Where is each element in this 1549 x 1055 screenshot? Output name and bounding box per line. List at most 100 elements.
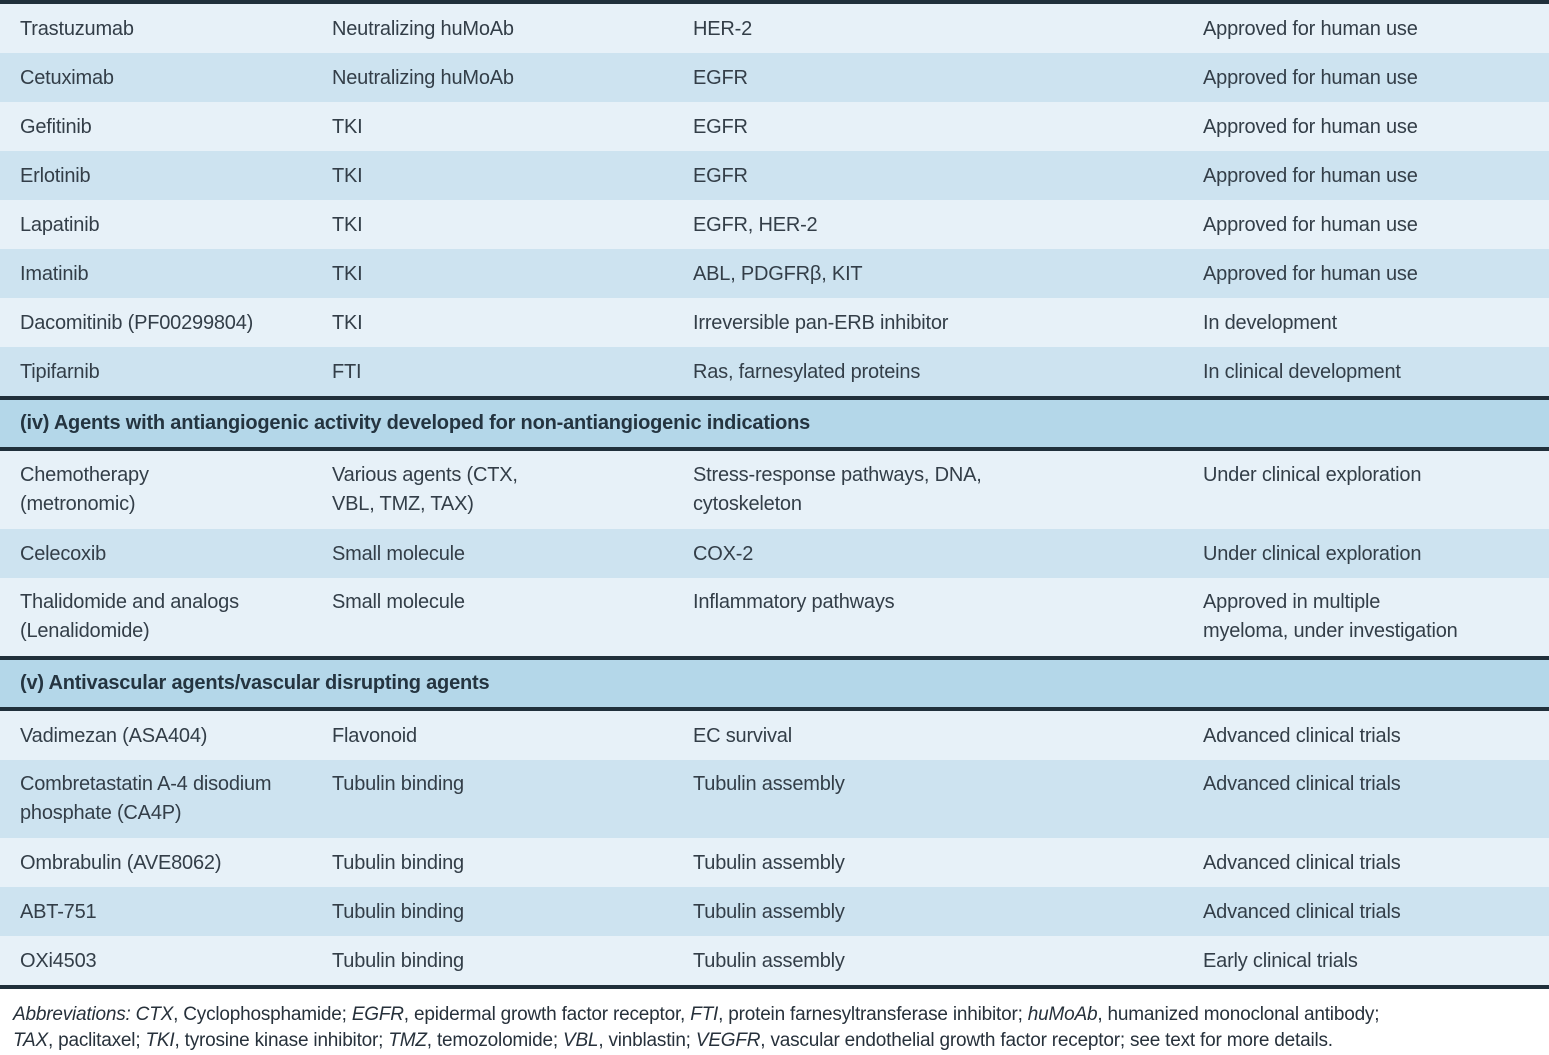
cell-status: Approved for human use	[1203, 17, 1418, 40]
table-row: Trastuzumab Neutralizing huMoAb HER-2 Ap…	[0, 4, 1549, 53]
table-row: Ombrabulin (AVE8062) Tubulin binding Tub…	[0, 838, 1549, 887]
cell-status: Approved for human use	[1203, 262, 1418, 285]
table-row: Lapatinib TKI EGFR, HER-2 Approved for h…	[0, 200, 1549, 249]
cell-type: Tubulin binding	[332, 851, 464, 874]
table-row: Thalidomide and analogs (Lenalidomide) S…	[0, 578, 1549, 656]
table-row: ABT-751 Tubulin binding Tubulin assembly…	[0, 887, 1549, 936]
abbr-definition: , protein farnesyltransferase inhibitor;	[718, 1004, 1028, 1025]
table-row: Gefitinib TKI EGFR Approved for human us…	[0, 102, 1549, 151]
cell-agent: Trastuzumab	[20, 17, 134, 40]
cell-status: Approved for human use	[1203, 66, 1418, 89]
cell-target: EC survival	[693, 724, 792, 747]
table-row: Chemotherapy (metronomic) Various agents…	[0, 451, 1549, 529]
cell-agent: OXi4503	[20, 949, 97, 972]
cell-type: Neutralizing huMoAb	[332, 66, 514, 89]
cell-target: Tubulin assembly	[693, 773, 845, 795]
table-row: Combretastatin A-4 disodium phosphate (C…	[0, 760, 1549, 838]
cell-target: Tubulin assembly	[693, 851, 845, 874]
abbr-term: VEGFR	[695, 1030, 761, 1051]
abbr-definition: , vinblastin;	[598, 1030, 696, 1051]
table-bottom-border	[0, 985, 1549, 989]
cell-target: HER-2	[693, 17, 753, 40]
cell-status: Advanced clinical trials	[1203, 900, 1401, 923]
footnote-line-1: Abbreviations: CTX, Cyclophosphamide; EG…	[13, 1002, 1539, 1028]
cell-type: TKI	[332, 164, 363, 187]
cell-type: TKI	[332, 262, 363, 285]
cell-status: Approved in multiple myeloma, under inve…	[1203, 591, 1458, 642]
cell-agent: Gefitinib	[20, 115, 92, 138]
section-header-label: (iv) Agents with antiangiogenic activity…	[20, 412, 811, 434]
cell-target: COX-2	[693, 542, 754, 565]
abbr-definition: , tyrosine kinase inhibitor;	[174, 1030, 389, 1051]
cell-target: Tubulin assembly	[693, 949, 845, 972]
cell-type: Tubulin binding	[332, 949, 464, 972]
cell-status: Advanced clinical trials	[1203, 851, 1401, 874]
cell-type: TKI	[332, 115, 363, 138]
cell-agent: Ombrabulin (AVE8062)	[20, 851, 222, 874]
abbr-definition: , vascular endothelial growth factor rec…	[760, 1030, 1333, 1051]
abbr-term: huMoAb	[1027, 1004, 1098, 1025]
cell-agent: Vadimezan (ASA404)	[20, 724, 208, 747]
cell-agent: ABT-751	[20, 900, 97, 923]
cell-target: EGFR	[693, 115, 748, 138]
cell-status: Under clinical exploration	[1203, 542, 1422, 565]
abbr-term: Abbreviations: CTX	[13, 1004, 174, 1025]
table-top-border	[0, 0, 1549, 4]
cell-target: ABL, PDGFRβ, KIT	[693, 262, 863, 285]
table-row: OXi4503 Tubulin binding Tubulin assembly…	[0, 936, 1549, 985]
cell-agent: Dacomitinib (PF00299804)	[20, 311, 254, 334]
cell-type: TKI	[332, 311, 363, 334]
cell-agent: Combretastatin A-4 disodium phosphate (C…	[20, 773, 272, 824]
cell-agent: Tipifarnib	[20, 360, 100, 383]
cell-target: Irreversible pan-ERB inhibitor	[693, 311, 949, 334]
section-header: (iv) Agents with antiangiogenic activity…	[0, 396, 1549, 451]
cell-status: In development	[1203, 311, 1337, 334]
cell-agent: Chemotherapy (metronomic)	[20, 464, 149, 515]
cell-type: Neutralizing huMoAb	[332, 17, 514, 40]
cell-type: Flavonoid	[332, 724, 417, 747]
cell-target: EGFR	[693, 66, 748, 89]
cell-target: Inflammatory pathways	[693, 591, 895, 613]
cell-agent: Erlotinib	[20, 164, 91, 187]
table-row: Erlotinib TKI EGFR Approved for human us…	[0, 151, 1549, 200]
cell-target: Tubulin assembly	[693, 900, 845, 923]
cell-type: Tubulin binding	[332, 900, 464, 923]
cell-agent: Lapatinib	[20, 213, 100, 236]
therapy-table: Trastuzumab Neutralizing huMoAb HER-2 Ap…	[0, 4, 1549, 985]
cell-agent: Thalidomide and analogs (Lenalidomide)	[20, 591, 239, 642]
table-row: Dacomitinib (PF00299804) TKI Irreversibl…	[0, 298, 1549, 347]
section-header: (v) Antivascular agents/vascular disrupt…	[0, 656, 1549, 711]
cell-status: Approved for human use	[1203, 115, 1418, 138]
abbr-definition: , Cyclophosphamide;	[173, 1004, 352, 1025]
cell-type: Tubulin binding	[332, 773, 464, 795]
section-header-label: (v) Antivascular agents/vascular disrupt…	[20, 672, 490, 694]
cell-status: Advanced clinical trials	[1203, 724, 1401, 747]
abbr-definition: , humanized monoclonal antibody;	[1097, 1004, 1380, 1025]
abbr-term: EGFR	[351, 1004, 404, 1025]
cell-type: TKI	[332, 213, 363, 236]
cell-status: Advanced clinical trials	[1203, 773, 1401, 795]
cell-type: Small molecule	[332, 542, 465, 565]
table-row: Vadimezan (ASA404) Flavonoid EC survival…	[0, 711, 1549, 760]
abbr-definition: , paclitaxel;	[47, 1030, 146, 1051]
cell-agent: Imatinib	[20, 262, 89, 285]
cell-target: EGFR, HER-2	[693, 213, 818, 236]
abbr-term: VBL	[562, 1030, 599, 1051]
cell-status: Approved for human use	[1203, 213, 1418, 236]
abbr-term: FTI	[690, 1004, 719, 1025]
cell-agent: Celecoxib	[20, 542, 107, 565]
abbr-term: TMZ	[388, 1030, 427, 1051]
abbr-definition: , epidermal growth factor receptor,	[403, 1004, 691, 1025]
cell-target: Stress-response pathways, DNA, cytoskele…	[693, 464, 982, 515]
cell-type: Small molecule	[332, 591, 465, 613]
abbr-term: TAX	[13, 1030, 48, 1051]
cell-agent: Cetuximab	[20, 66, 114, 89]
abbr-term: TKI	[145, 1030, 175, 1051]
cell-status: Under clinical exploration	[1203, 464, 1422, 486]
table-row: Celecoxib Small molecule COX-2 Under cli…	[0, 529, 1549, 578]
cell-type: Various agents (CTX, VBL, TMZ, TAX)	[332, 464, 518, 515]
cell-type: FTI	[332, 360, 362, 383]
cell-target: Ras, farnesylated proteins	[693, 360, 921, 383]
table-row: Cetuximab Neutralizing huMoAb EGFR Appro…	[0, 53, 1549, 102]
footnote: Abbreviations: CTX, Cyclophosphamide; EG…	[0, 989, 1549, 1055]
